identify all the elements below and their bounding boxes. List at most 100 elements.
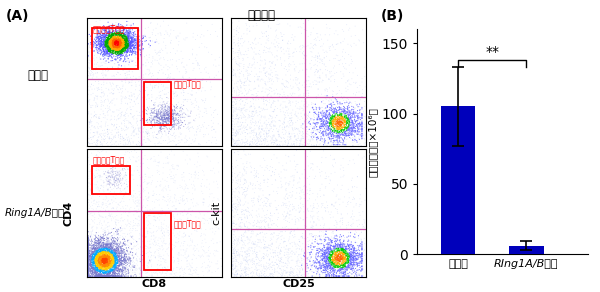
Point (83, 157, 92, 162)
Point (148, 107, 157, 111)
Point (109, 255, 119, 260)
Point (247, 104, 256, 109)
Point (95, 256, 105, 260)
Point (263, 261, 273, 266)
Point (108, 259, 118, 264)
Point (281, 67, 291, 72)
Point (158, 171, 168, 175)
Point (103, 274, 112, 279)
Point (114, 265, 124, 269)
Point (286, 99, 295, 104)
Point (263, 197, 272, 201)
Point (287, 202, 297, 207)
Point (260, 245, 270, 250)
Point (106, 264, 115, 269)
Point (109, 42, 118, 47)
Point (85, 262, 95, 267)
Point (102, 274, 112, 279)
Point (116, 121, 126, 125)
Point (95, 255, 105, 260)
Point (202, 154, 212, 159)
Point (112, 256, 121, 261)
Point (112, 274, 122, 279)
Point (114, 36, 124, 41)
Point (262, 231, 272, 236)
Point (113, 254, 123, 259)
Point (109, 179, 119, 184)
Point (89, 256, 98, 261)
Point (250, 66, 260, 70)
Point (120, 247, 130, 252)
Point (113, 38, 122, 43)
Point (154, 84, 163, 89)
Point (200, 67, 209, 71)
Point (334, 258, 343, 263)
Point (333, 32, 343, 37)
Point (104, 245, 113, 250)
Point (190, 172, 199, 177)
Point (122, 38, 132, 42)
Point (102, 53, 112, 58)
Point (112, 258, 122, 263)
Point (101, 250, 110, 255)
Point (337, 245, 347, 249)
Point (101, 260, 111, 265)
Point (113, 53, 123, 58)
Point (94, 263, 104, 267)
Point (83, 267, 93, 272)
Point (100, 268, 110, 273)
Point (83, 263, 93, 267)
Point (145, 121, 154, 125)
Point (153, 114, 163, 119)
Point (98, 262, 107, 267)
Point (100, 230, 110, 235)
Point (161, 111, 171, 115)
Point (251, 213, 261, 218)
Point (179, 36, 188, 41)
Point (259, 138, 269, 142)
Point (298, 218, 308, 222)
Point (98, 258, 107, 263)
Point (83, 270, 93, 275)
Point (101, 243, 111, 247)
Point (347, 120, 357, 124)
Point (350, 114, 359, 119)
Point (143, 230, 152, 234)
Point (109, 86, 119, 91)
Point (115, 32, 125, 37)
Point (352, 248, 361, 253)
Point (265, 72, 274, 77)
Point (118, 244, 127, 248)
Point (318, 247, 328, 252)
Point (329, 110, 339, 115)
Point (302, 215, 311, 220)
Point (324, 274, 334, 279)
Point (107, 117, 116, 121)
Point (93, 263, 103, 267)
Point (112, 130, 122, 135)
Point (334, 121, 343, 125)
Point (236, 127, 245, 132)
Point (163, 110, 172, 114)
Point (83, 255, 93, 259)
Point (340, 100, 350, 105)
Point (83, 55, 92, 60)
Point (238, 161, 248, 166)
Point (357, 112, 367, 116)
Point (114, 260, 124, 265)
Point (134, 43, 143, 48)
Point (271, 248, 280, 253)
Point (159, 123, 169, 128)
Point (268, 232, 277, 237)
Point (330, 170, 340, 175)
Point (104, 179, 113, 183)
Point (96, 274, 106, 279)
Point (86, 167, 95, 172)
Point (99, 260, 109, 264)
Point (242, 92, 251, 97)
Point (230, 257, 240, 262)
Point (113, 268, 122, 273)
Point (237, 218, 247, 222)
Point (107, 169, 117, 173)
Point (274, 246, 283, 251)
